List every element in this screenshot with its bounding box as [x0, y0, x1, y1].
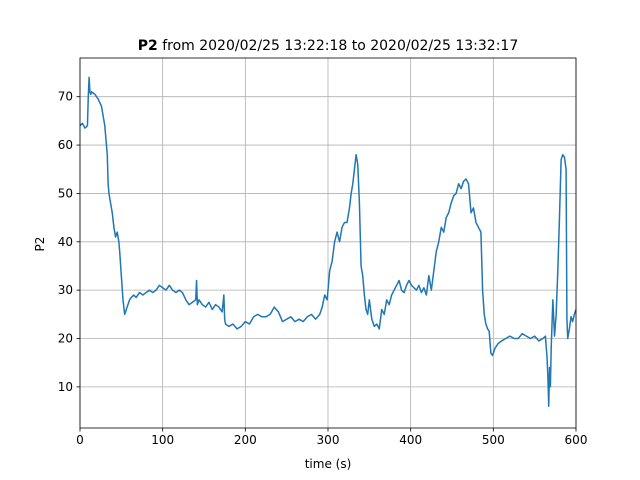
y-tick-label: 40 — [58, 235, 73, 249]
x-tick-label: 400 — [399, 433, 422, 447]
y-tick-label: 10 — [58, 380, 73, 394]
chart-title-rest: from 2020/02/25 13:22:18 to 2020/02/25 1… — [158, 38, 518, 54]
series-line — [79, 76, 577, 407]
x-tick-label: 600 — [565, 433, 588, 447]
x-tick-label: 300 — [317, 433, 340, 447]
grid-lines — [79, 58, 577, 428]
x-tick-label: 200 — [234, 433, 257, 447]
x-tick-label: 500 — [482, 433, 505, 447]
x-tick-label: 100 — [151, 433, 174, 447]
chart-title-bold: P2 — [138, 38, 158, 54]
x-tick-label: 0 — [76, 433, 84, 447]
y-tick-label: 20 — [58, 332, 73, 346]
y-tick-label: 50 — [58, 186, 73, 200]
y-tick-label: 70 — [58, 90, 73, 104]
y-axis-label: P2 — [33, 237, 47, 252]
y-tick-label: 60 — [58, 138, 73, 152]
y-tick-label: 30 — [58, 283, 73, 297]
axes: 0 100 200 300 400 500 600 10 20 30 40 50 60 70 — [58, 57, 588, 447]
x-axis-label: time (s) — [305, 457, 352, 471]
plot-area — [79, 76, 577, 407]
chart-title: P2 from 2020/02/25 13:22:18 to 2020/02/2… — [138, 38, 519, 54]
